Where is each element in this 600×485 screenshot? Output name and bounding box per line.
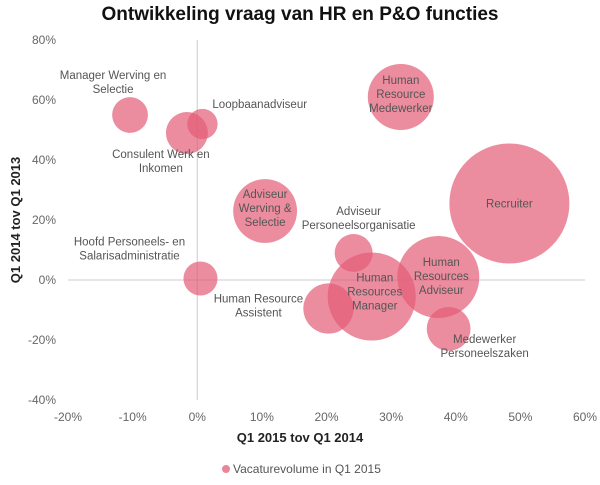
bubble-point[interactable] (187, 108, 218, 140)
bubble-point[interactable] (367, 63, 434, 131)
x-tick-label: 50% (508, 410, 532, 424)
y-tick-label: -20% (28, 333, 56, 347)
y-tick-label: 20% (32, 213, 56, 227)
x-tick-label: -20% (54, 410, 82, 424)
bubble-label: Recruiter (486, 199, 533, 211)
bubble-point[interactable] (426, 306, 471, 351)
y-axis-label: Q1 2014 tov Q1 2013 (8, 157, 23, 283)
y-tick-label: -40% (28, 393, 56, 407)
bubble-label: Consulent Werk en Inkomen (112, 149, 210, 175)
bubble-point[interactable] (183, 261, 218, 296)
bubble-label: Human Resource Medewerker (369, 75, 432, 115)
x-tick-label: 0% (189, 410, 207, 424)
bubble-label: Hoofd Personeels- en Salarisadministratie (74, 237, 185, 263)
x-tick-label: 30% (379, 410, 403, 424)
bubble-label: Manager Werving en Selectie (60, 70, 167, 96)
bubble-label: Medewerker Personeelszaken (441, 334, 529, 360)
bubble-label: Loopbaanadviseur (212, 99, 307, 111)
x-axis-label: Q1 2015 tov Q1 2014 (237, 430, 364, 445)
bubble-point[interactable] (397, 236, 480, 318)
x-tick-label: 10% (250, 410, 274, 424)
y-tick-label: 0% (39, 273, 57, 287)
y-tick-label: 40% (32, 153, 56, 167)
y-tick-label: 60% (32, 93, 56, 107)
bubble-label: Human Resources Manager (347, 273, 402, 313)
bubble-point[interactable] (112, 97, 148, 133)
legend-entry: Vacaturevolume in Q1 2015 (233, 462, 381, 476)
x-tick-label: 40% (444, 410, 468, 424)
bubble-point[interactable] (303, 283, 354, 334)
x-tick-label: 20% (314, 410, 338, 424)
bubble-point[interactable] (233, 179, 298, 243)
legend-marker (222, 465, 230, 473)
bubble-label: Human Resource Assistent (214, 294, 303, 320)
legend: Vacaturevolume in Q1 2015 (222, 462, 381, 476)
x-tick-label: 60% (573, 410, 597, 424)
x-tick-label: -10% (119, 410, 147, 424)
bubble-label: Adviseur Personeelsorganisatie (302, 206, 416, 232)
bubble-label: Human Resources Adviseur (414, 257, 469, 297)
bubble-point[interactable] (449, 143, 570, 264)
y-tick-label: 80% (32, 33, 56, 47)
bubble-label: Adviseur Werving & Selectie (239, 189, 292, 229)
chart-title: Ontwikkeling vraag van HR en P&O functie… (102, 4, 499, 25)
